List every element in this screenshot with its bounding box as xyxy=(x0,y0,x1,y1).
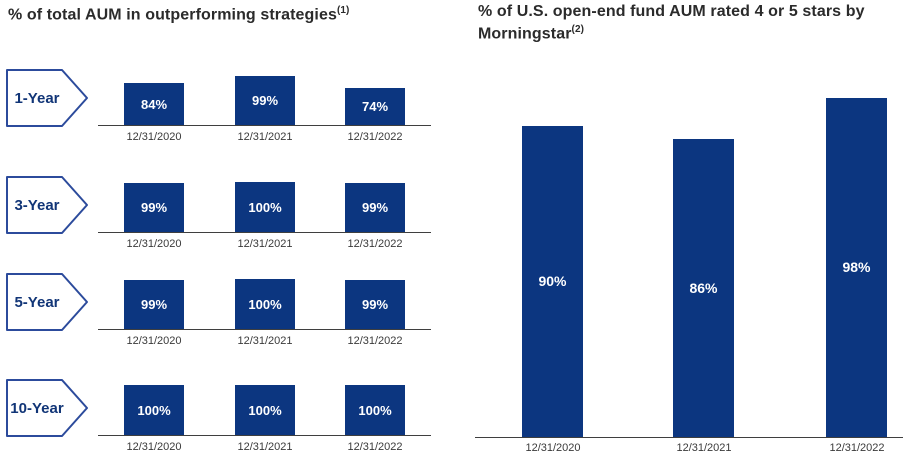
bar-value-label: 100% xyxy=(358,402,392,418)
bar-value-label: 99% xyxy=(140,199,168,215)
bar: 99% xyxy=(124,182,184,232)
period-label: 5-Year xyxy=(14,293,60,311)
bar-value-label: 99% xyxy=(140,296,168,312)
right-chart-footnote-marker: (2) xyxy=(571,23,585,35)
right-chart-title-text: % of U.S. open-end fund AUM rated 4 or 5… xyxy=(478,3,865,43)
date-tick-label: 12/31/2020 xyxy=(525,442,581,454)
bar: 100% xyxy=(235,385,295,435)
period-label: 10-Year xyxy=(10,399,64,417)
date-tick-label: 12/31/2020 xyxy=(126,441,182,453)
bar-value-label: 74% xyxy=(361,99,389,114)
date-tick-label: 12/31/2021 xyxy=(676,442,732,454)
bar: 100% xyxy=(235,182,295,232)
period-arrow-label: 1-Year xyxy=(6,69,90,127)
date-tick-label: 12/31/2021 xyxy=(237,131,293,143)
period-label: 3-Year xyxy=(14,196,60,214)
date-tick-label: 12/31/2021 xyxy=(237,441,293,453)
bar-value-label: 100% xyxy=(248,296,282,312)
bar: 99% xyxy=(345,279,405,329)
date-tick-label: 12/31/2021 xyxy=(237,238,293,250)
axis-line xyxy=(98,329,431,330)
bar-value-label: 100% xyxy=(137,402,171,418)
right-arrow-icon xyxy=(6,69,88,127)
bar: 74% xyxy=(345,88,405,125)
bar-value-label: 99% xyxy=(251,92,279,108)
right-arrow-icon xyxy=(6,273,88,331)
axis-line xyxy=(98,232,431,233)
date-tick-label: 12/31/2022 xyxy=(347,238,403,250)
period-arrow-label: 10-Year xyxy=(6,379,90,437)
right-arrow-icon xyxy=(6,176,88,234)
bar: 99% xyxy=(345,182,405,232)
bar: 100% xyxy=(345,385,405,435)
left-chart-row-3-year: 3-Year 99% 100% 99% 12/31/2020 12/31/202… xyxy=(0,162,452,258)
left-chart-title-text: % of total AUM in outperforming strategi… xyxy=(8,6,337,24)
left-chart-row-5-year: 5-Year 99% 100% 99% 12/31/2020 12/31/202… xyxy=(0,259,452,355)
bar: 98% xyxy=(826,97,887,437)
right-arrow-icon xyxy=(6,379,88,437)
bar-value-label: 99% xyxy=(361,296,389,312)
bar-value-label: 98% xyxy=(842,259,871,276)
axis-line xyxy=(475,437,903,438)
axis-line xyxy=(98,125,431,126)
bar: 84% xyxy=(124,83,184,125)
period-label: 1-Year xyxy=(14,89,60,107)
left-chart-row-10-year: 10-Year 100% 100% 100% 12/31/2020 12/31/… xyxy=(0,365,452,461)
bar-value-label: 99% xyxy=(361,199,389,215)
bar-value-label: 86% xyxy=(689,280,718,297)
date-tick-label: 12/31/2022 xyxy=(347,441,403,453)
bar: 99% xyxy=(124,279,184,329)
date-tick-label: 12/31/2020 xyxy=(126,131,182,143)
bar: 100% xyxy=(235,279,295,329)
right-chart-title: % of U.S. open-end fund AUM rated 4 or 5… xyxy=(478,2,903,45)
bar-value-label: 84% xyxy=(140,96,168,112)
bar: 90% xyxy=(522,125,583,437)
bar: 100% xyxy=(124,385,184,435)
date-tick-label: 12/31/2020 xyxy=(126,238,182,250)
bar-value-label: 100% xyxy=(248,402,282,418)
bar-value-label: 100% xyxy=(248,199,282,215)
left-chart-row-1-year: 1-Year 84% 99% 74% 12/31/2020 12/31/2021… xyxy=(0,55,452,151)
period-arrow-label: 3-Year xyxy=(6,176,90,234)
left-chart-title: % of total AUM in outperforming strategi… xyxy=(8,4,458,26)
axis-line xyxy=(98,435,431,436)
date-tick-label: 12/31/2021 xyxy=(237,335,293,347)
left-chart-footnote-marker: (1) xyxy=(336,5,350,16)
bar-value-label: 90% xyxy=(538,273,567,290)
date-tick-label: 12/31/2022 xyxy=(347,131,403,143)
date-tick-label: 12/31/2022 xyxy=(829,442,885,454)
bar: 86% xyxy=(673,139,734,437)
bar: 99% xyxy=(235,75,295,125)
period-arrow-label: 5-Year xyxy=(6,273,90,331)
date-tick-label: 12/31/2022 xyxy=(347,335,403,347)
date-tick-label: 12/31/2020 xyxy=(126,335,182,347)
